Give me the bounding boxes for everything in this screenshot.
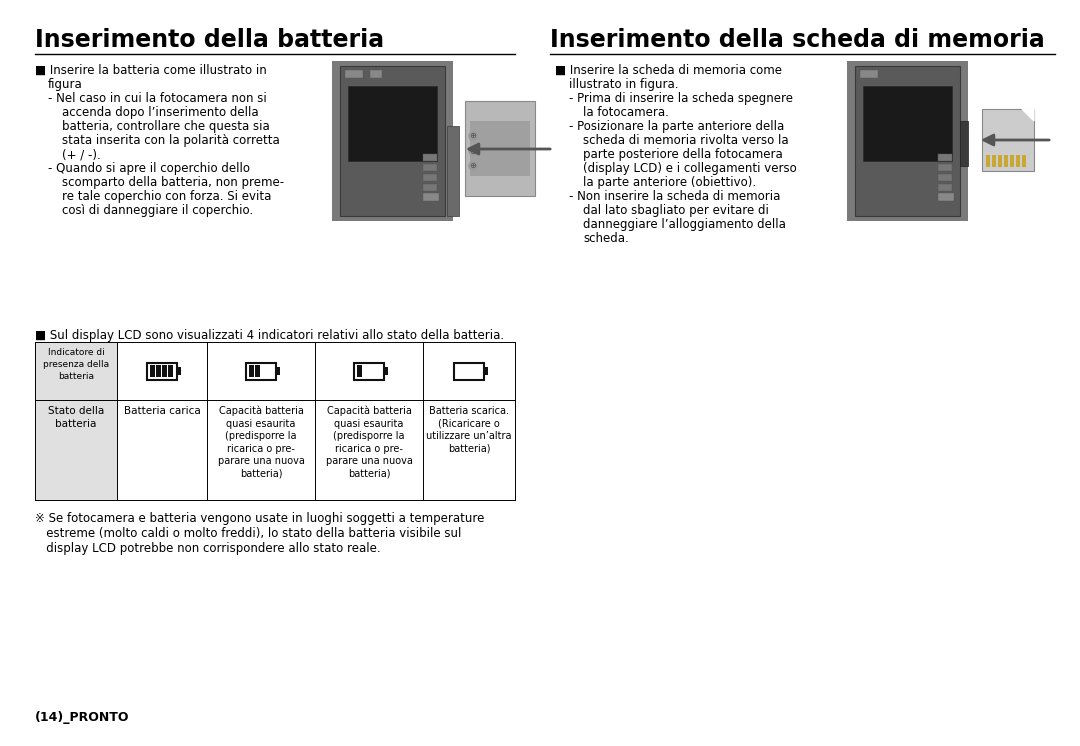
Circle shape [469,162,477,170]
Text: (+ / -).: (+ / -). [62,148,100,161]
Text: (14)_PRONTO: (14)_PRONTO [35,711,130,724]
Bar [939,154,951,161]
Bar [423,184,437,191]
Circle shape [469,132,477,140]
Bar [939,174,951,181]
Text: scomparto della batteria, non preme-: scomparto della batteria, non preme- [62,176,284,189]
Bar [168,365,173,377]
Bar [345,70,363,78]
Bar [357,365,362,377]
Bar [156,365,161,377]
Bar [454,363,484,380]
Circle shape [469,147,477,155]
Text: Batteria carica: Batteria carica [123,406,201,416]
Bar [340,66,445,216]
Text: Inserimento della scheda di memoria: Inserimento della scheda di memoria [550,28,1044,52]
Text: ⊕: ⊕ [470,161,476,171]
Bar [855,66,960,216]
Text: ⊖: ⊖ [470,146,476,155]
Text: scheda.: scheda. [583,232,629,245]
Text: display LCD potrebbe non corrispondere allo stato reale.: display LCD potrebbe non corrispondere a… [35,542,380,555]
Bar [960,121,968,166]
Text: Capacità batteria
quasi esaurita
(predisporre la
ricarica o pre-
parare una nuov: Capacità batteria quasi esaurita (predis… [217,406,305,478]
Bar [384,367,388,374]
Bar [255,365,259,377]
Bar [162,365,166,377]
Bar [276,367,280,374]
Text: ■ Inserire la scheda di memoria come: ■ Inserire la scheda di memoria come [555,64,782,77]
Text: Indicatore di
presenza della
batteria: Indicatore di presenza della batteria [43,348,109,380]
Bar [370,70,382,78]
Bar [993,155,996,167]
Bar [860,70,878,78]
Text: ⊕: ⊕ [470,131,476,140]
Bar [847,61,968,221]
Bar [982,109,1034,171]
Text: figura: figura [48,78,83,91]
Bar [423,193,438,201]
Text: stata inserita con la polarità corretta: stata inserita con la polarità corretta [62,134,280,147]
Text: - Prima di inserire la scheda spegnere: - Prima di inserire la scheda spegnere [569,92,793,105]
Text: - Nel caso in cui la fotocamera non si: - Nel caso in cui la fotocamera non si [48,92,267,105]
Text: la parte anteriore (obiettivo).: la parte anteriore (obiettivo). [583,176,756,189]
Text: Batteria scarica.
(Ricaricare o
utilizzare un’altra
batteria): Batteria scarica. (Ricaricare o utilizza… [427,406,512,454]
Text: ※ Se fotocamera e batteria vengono usate in luoghi soggetti a temperature: ※ Se fotocamera e batteria vengono usate… [35,512,484,525]
Bar [177,367,180,374]
Text: così di danneggiare il coperchio.: così di danneggiare il coperchio. [62,204,253,217]
Bar [447,126,459,216]
Text: dal lato sbagliato per evitare di: dal lato sbagliato per evitare di [583,204,769,217]
Bar [423,154,437,161]
Bar [1022,155,1026,167]
Bar [1010,155,1014,167]
Bar [863,86,951,161]
Bar [939,184,951,191]
Text: Inserimento della batteria: Inserimento della batteria [35,28,384,52]
Bar [484,367,487,374]
Bar [35,342,117,500]
Bar [465,101,535,196]
Text: re tale coperchio con forza. Si evita: re tale coperchio con forza. Si evita [62,190,271,203]
Text: parte posteriore della fotocamera: parte posteriore della fotocamera [583,148,783,161]
Bar [332,61,453,221]
Bar [423,174,437,181]
Bar [1016,155,1020,167]
Text: Capacità batteria
quasi esaurita
(predisporre la
ricarica o pre-
parare una nuov: Capacità batteria quasi esaurita (predis… [325,406,413,478]
Bar [1004,155,1008,167]
Text: (display LCD) e i collegamenti verso: (display LCD) e i collegamenti verso [583,162,797,175]
Bar [986,155,990,167]
Text: estreme (molto caldi o molto freddi), lo stato della batteria visibile sul: estreme (molto caldi o molto freddi), lo… [35,527,461,540]
Text: Stato della
batteria: Stato della batteria [48,406,104,429]
Bar [354,363,384,380]
Bar [246,363,276,380]
Text: - Posizionare la parte anteriore della: - Posizionare la parte anteriore della [569,120,784,133]
Bar [348,86,437,161]
Text: - Quando si apre il coperchio dello: - Quando si apre il coperchio dello [48,162,249,175]
Bar [939,164,951,171]
Text: accenda dopo l’inserimento della: accenda dopo l’inserimento della [62,106,258,119]
Text: scheda di memoria rivolta verso la: scheda di memoria rivolta verso la [583,134,788,147]
Bar [423,164,437,171]
Text: - Non inserire la scheda di memoria: - Non inserire la scheda di memoria [569,190,781,203]
Bar [249,365,254,377]
Polygon shape [1022,109,1034,121]
Text: danneggiare l’alloggiamento della: danneggiare l’alloggiamento della [583,218,786,231]
Bar [147,363,177,380]
Text: illustrato in figura.: illustrato in figura. [569,78,678,91]
Text: ■ Sul display LCD sono visualizzati 4 indicatori relativi allo stato della batte: ■ Sul display LCD sono visualizzati 4 in… [35,329,504,342]
Text: la fotocamera.: la fotocamera. [583,106,669,119]
Text: batteria, controllare che questa sia: batteria, controllare che questa sia [62,120,270,133]
Bar [998,155,1002,167]
Text: ■ Inserire la batteria come illustrato in: ■ Inserire la batteria come illustrato i… [35,64,267,77]
Bar [939,193,954,201]
Bar [150,365,154,377]
Bar [470,121,530,176]
